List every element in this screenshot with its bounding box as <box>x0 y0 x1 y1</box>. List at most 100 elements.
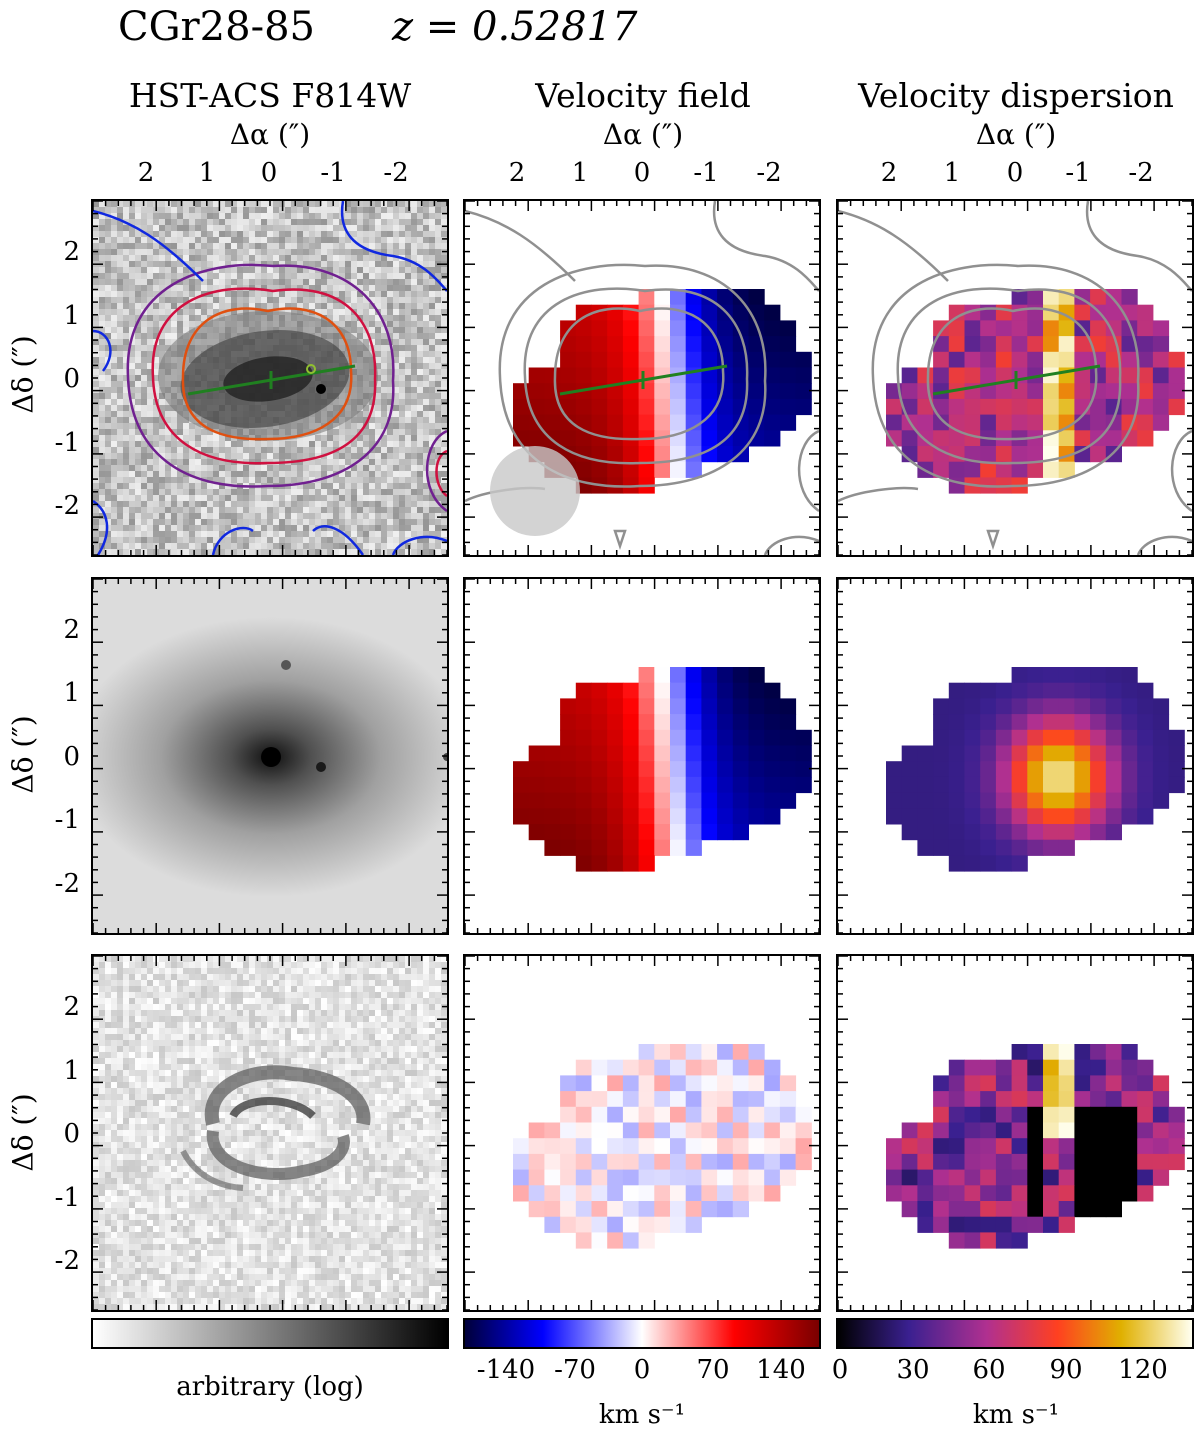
spaxel <box>917 1201 934 1218</box>
spaxel <box>886 1185 903 1202</box>
spaxel <box>607 729 624 746</box>
x-tick-label: -2 <box>1128 158 1154 188</box>
spaxel <box>1090 745 1107 762</box>
spaxel <box>933 351 950 368</box>
spaxel <box>560 776 577 794</box>
spaxel <box>591 1169 608 1186</box>
spaxel <box>948 761 965 778</box>
spaxel <box>654 729 671 746</box>
x-tick-label: 2 <box>508 158 526 188</box>
spaxel <box>1090 320 1107 337</box>
spaxel <box>1043 320 1060 337</box>
spaxel <box>560 792 577 809</box>
spaxel <box>995 855 1013 872</box>
spaxel <box>1011 1138 1028 1155</box>
spaxel <box>779 336 797 353</box>
spaxel <box>1121 1153 1138 1171</box>
spaxel <box>654 1216 671 1233</box>
spaxel <box>1027 1201 1044 1218</box>
spaxel <box>1043 1153 1060 1171</box>
spaxel <box>995 824 1013 841</box>
spaxel <box>717 1201 734 1218</box>
spaxel <box>560 714 577 731</box>
spaxel <box>654 1075 671 1092</box>
spaxel <box>948 698 965 715</box>
spaxel <box>1121 792 1138 809</box>
panel-hst-residual <box>91 954 449 1312</box>
spaxel <box>685 1075 702 1092</box>
spaxel <box>1058 745 1075 762</box>
spaxel <box>980 414 997 431</box>
spaxel <box>670 667 687 684</box>
spaxel <box>544 1169 561 1186</box>
spaxel <box>964 839 981 856</box>
spaxel <box>933 1138 950 1155</box>
spaxel <box>685 336 702 353</box>
spaxel <box>1027 1169 1044 1186</box>
spaxel <box>654 289 671 306</box>
spaxel <box>1090 682 1107 699</box>
spaxel <box>575 1153 592 1171</box>
spaxel <box>591 446 608 463</box>
spaxel <box>701 682 718 699</box>
spaxel <box>948 304 965 321</box>
spaxel <box>1011 289 1028 306</box>
spaxel <box>544 776 561 794</box>
spaxel <box>1074 824 1091 841</box>
colorbar-intensity <box>91 1318 449 1349</box>
spaxel <box>560 1138 577 1155</box>
x-tick-label: 2 <box>880 158 898 188</box>
spaxel <box>591 1091 608 1108</box>
spaxel <box>607 383 624 400</box>
spaxel <box>638 414 655 431</box>
spaxel <box>1121 430 1138 447</box>
spaxel <box>1058 729 1075 746</box>
spaxel <box>622 808 640 825</box>
spaxel <box>732 1169 749 1186</box>
spaxel <box>901 383 918 400</box>
spaxel <box>528 761 545 778</box>
spaxel <box>886 1153 903 1171</box>
spaxel <box>748 1153 765 1171</box>
spaxel <box>933 761 950 778</box>
spaxel <box>980 745 997 762</box>
spaxel <box>560 698 577 715</box>
spaxel <box>670 398 687 416</box>
spaxel <box>980 304 997 321</box>
spaxel <box>1152 1122 1170 1139</box>
spaxel <box>1090 714 1107 731</box>
spaxel <box>779 351 797 368</box>
spaxel <box>1011 1059 1028 1076</box>
spaxel <box>748 1122 765 1139</box>
spaxel <box>560 414 577 431</box>
spaxel <box>717 446 734 463</box>
spaxel <box>591 792 608 809</box>
spaxel <box>575 1138 592 1155</box>
spaxel <box>1074 682 1091 699</box>
spaxel <box>995 446 1013 463</box>
spaxel <box>654 351 671 368</box>
y-tick-label: -2 <box>54 1246 80 1276</box>
spaxel <box>1058 776 1075 794</box>
spaxel <box>764 1122 781 1139</box>
spaxel <box>717 792 734 809</box>
spaxel <box>638 761 655 778</box>
spaxel <box>1105 430 1122 447</box>
spaxel <box>575 824 592 841</box>
spaxel <box>980 446 997 463</box>
x-axis-label-2: Δα (″) <box>602 118 684 151</box>
spaxel <box>1137 776 1154 794</box>
spaxel <box>1105 383 1122 400</box>
spaxel <box>732 1059 749 1076</box>
spaxel <box>560 808 577 825</box>
spaxel <box>717 808 734 825</box>
spaxel <box>748 1138 765 1155</box>
spaxel <box>717 1169 734 1186</box>
spaxel <box>607 398 624 416</box>
spaxel <box>575 855 592 872</box>
spaxel <box>1074 776 1091 794</box>
spaxel <box>980 1059 997 1076</box>
spaxel <box>933 1091 950 1108</box>
spaxel <box>980 824 997 841</box>
spaxel <box>638 1044 655 1061</box>
